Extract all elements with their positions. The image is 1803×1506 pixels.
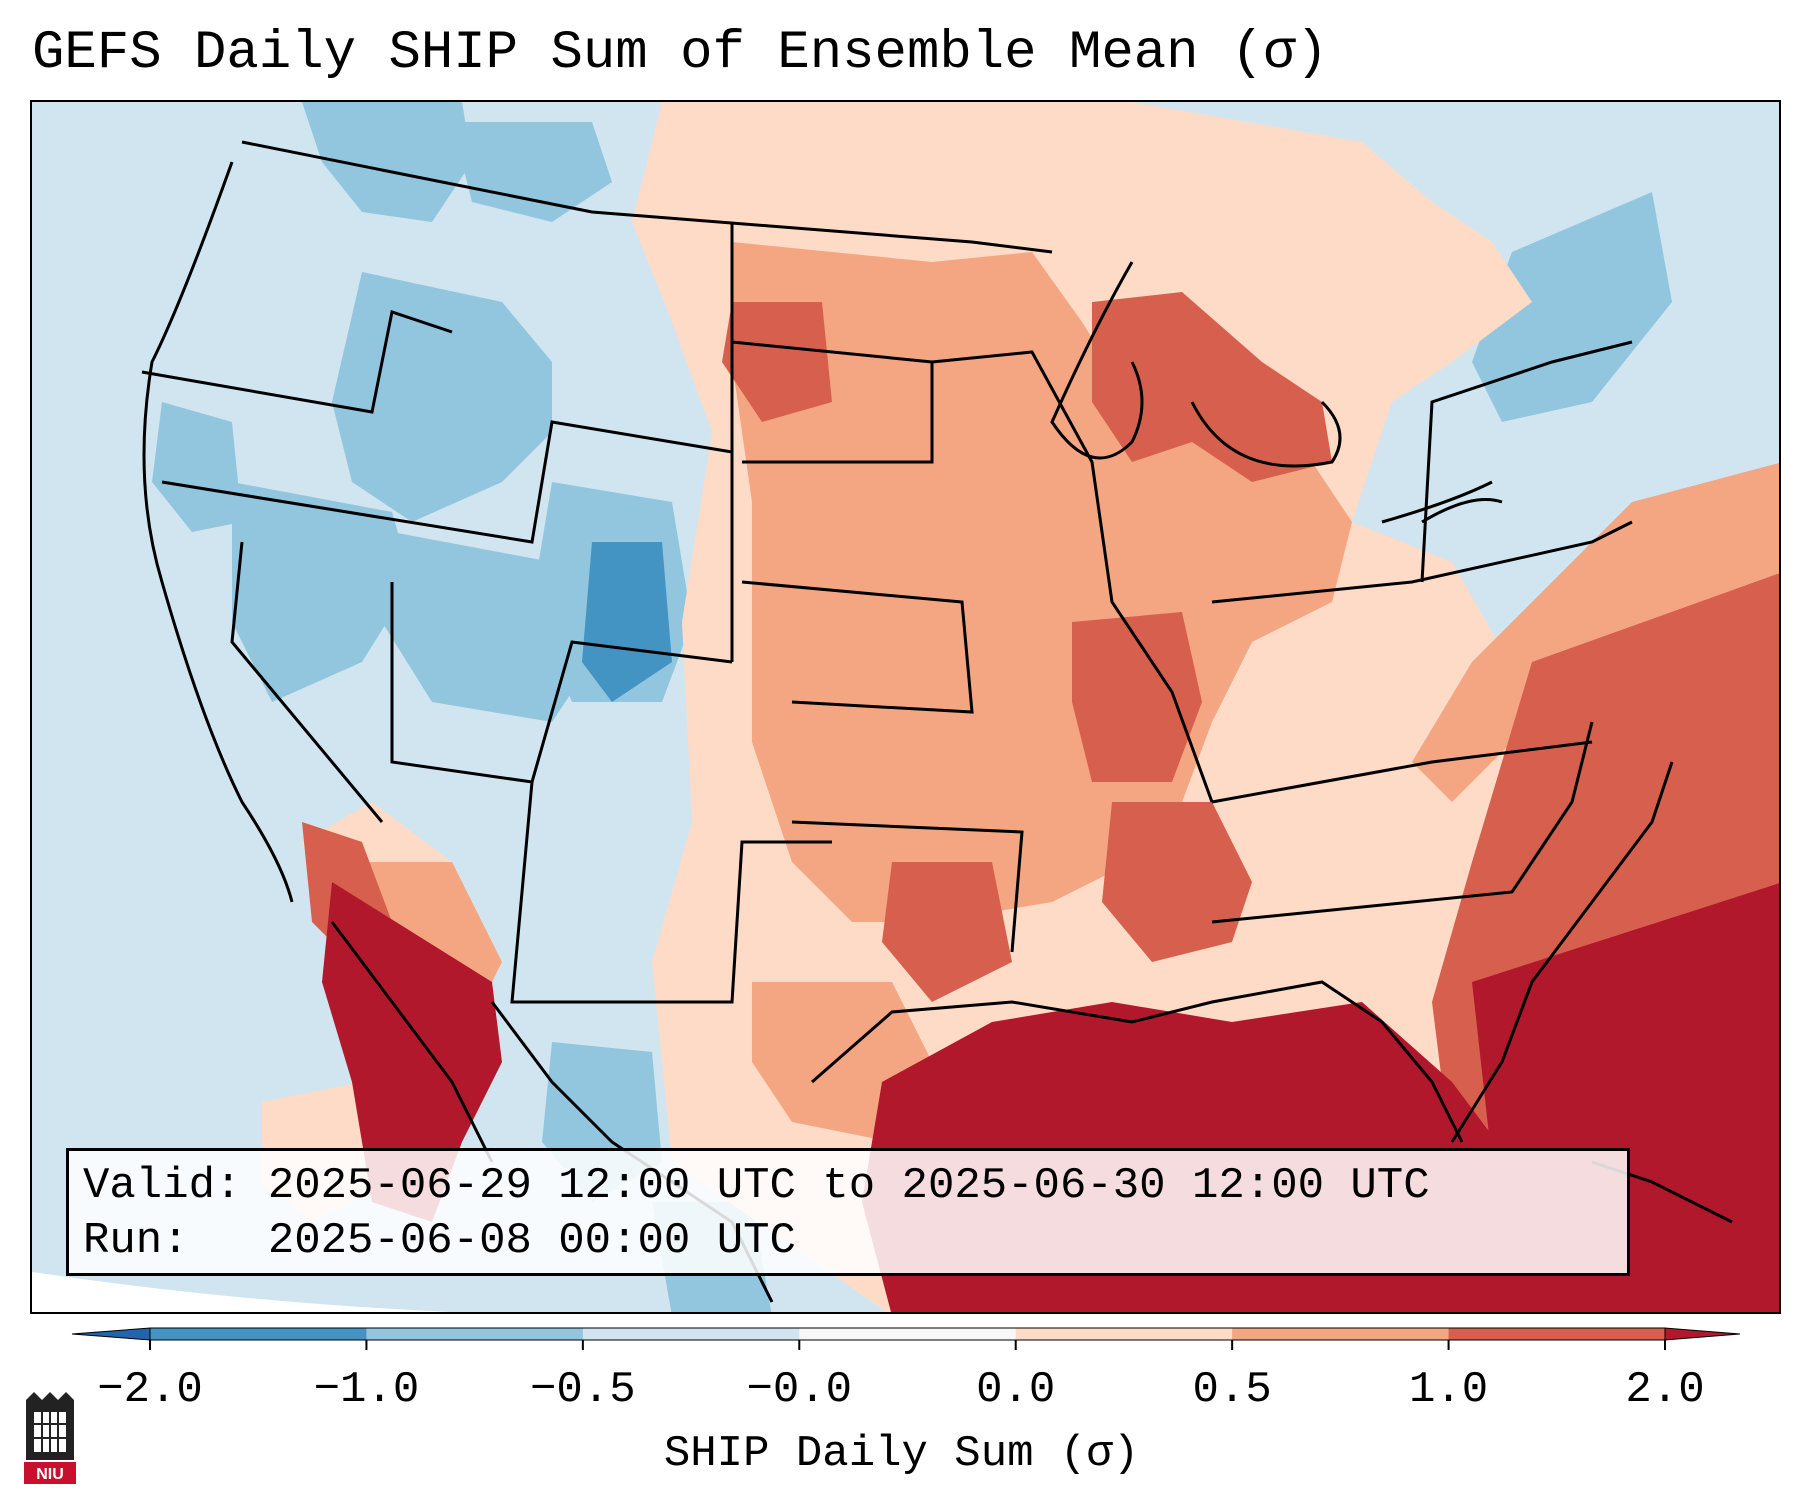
logo-banner [24, 1462, 76, 1484]
colorbar-segments [71, 1327, 1741, 1341]
colorbar-outline [149, 1327, 1666, 1341]
map-panel [30, 100, 1781, 1314]
lake-huron-outline [1190, 400, 1342, 468]
lake-michigan-outline [1050, 261, 1144, 460]
colorbar [71, 1327, 1741, 1350]
colorbar-tick-label: 1.0 [1408, 1365, 1489, 1415]
colorbar-label: SHIP Daily Sum (σ) [663, 1429, 1140, 1479]
valid-run-info-box: Valid: 2025-06-29 12:00 UTC to 2025-06-3… [66, 1148, 1630, 1276]
california-nevada-line [230, 541, 384, 823]
colorbar-segment [582, 1328, 800, 1340]
neg-region-nevada [232, 482, 412, 702]
dakota-line [731, 340, 934, 464]
map-title: GEFS Daily SHIP Sum of Ensemble Mean (σ) [32, 23, 1329, 84]
new-york-line [1420, 340, 1633, 583]
neg-region-northwest [302, 102, 472, 222]
strong-pos-oklahoma [882, 862, 1012, 1002]
mississippi-line [931, 350, 1214, 803]
us-canada-border [241, 140, 1053, 254]
colorbar-segment [366, 1328, 584, 1340]
neg-region-northeast [1472, 192, 1672, 422]
strong-pos-dakota [722, 302, 832, 422]
washington-oregon-line [141, 310, 453, 414]
lake-erie-outline [1381, 480, 1493, 524]
colorbar-tick-label: 2.0 [1625, 1365, 1705, 1415]
ohio-pennsylvania-line [1211, 520, 1633, 604]
colorbar-tick-label: −2.0 [97, 1365, 203, 1415]
neg-region-montana-north [452, 122, 612, 222]
neg-region-oregon-coast [152, 402, 242, 532]
strong-pos-midwest [1072, 612, 1202, 782]
colorbar-tick-label: −0.5 [530, 1365, 636, 1415]
run-time-text: Run: 2025-06-08 00:00 UTC [83, 1216, 796, 1266]
west-coast [142, 161, 294, 903]
colorbar-segment [1232, 1328, 1450, 1340]
shaded-field-map [32, 102, 1779, 1312]
baja-coast [330, 921, 494, 1163]
colorbar-tick-label: 0.0 [976, 1365, 1056, 1415]
nebraska-kansas-line [741, 580, 974, 714]
colorbar-over-extension [1664, 1327, 1741, 1341]
oregon-idaho-wyoming-line [161, 420, 733, 544]
pos-region-central [732, 242, 1352, 922]
gulf-coast [811, 980, 1464, 1143]
colorbar-segment [150, 1328, 367, 1340]
colorbar-ticks [149, 1340, 1666, 1350]
strong-neg-colorado [582, 542, 672, 702]
colorbar-segment [1448, 1328, 1666, 1340]
logo-text: NIU [36, 1466, 64, 1483]
boundary-lines [141, 140, 1733, 1303]
colorbar-segment [799, 1328, 1017, 1340]
colorbar-under-extension [71, 1327, 151, 1341]
colorbar-tick-label: 0.5 [1192, 1365, 1272, 1415]
southeast-line [1211, 721, 1594, 924]
colorbar-tick-label: −0.0 [746, 1365, 853, 1415]
colorbar-tick-label: −1.0 [313, 1365, 420, 1415]
niu-logo: NIU [24, 1392, 76, 1484]
valid-time-text: Valid: 2025-06-29 12:00 UTC to 2025-06-3… [83, 1161, 1430, 1211]
four-corners-line [510, 781, 832, 1004]
tennessee-line [1211, 740, 1593, 804]
pos-region-atlantic [1412, 463, 1779, 802]
oklahoma-line [791, 820, 1024, 953]
projection-edge [32, 1272, 452, 1312]
lake-ontario-outline [1421, 498, 1503, 524]
atlantic-coast [1450, 761, 1674, 1143]
strong-pos-great-lakes [1092, 292, 1332, 482]
colorbar-segment [1015, 1328, 1233, 1340]
